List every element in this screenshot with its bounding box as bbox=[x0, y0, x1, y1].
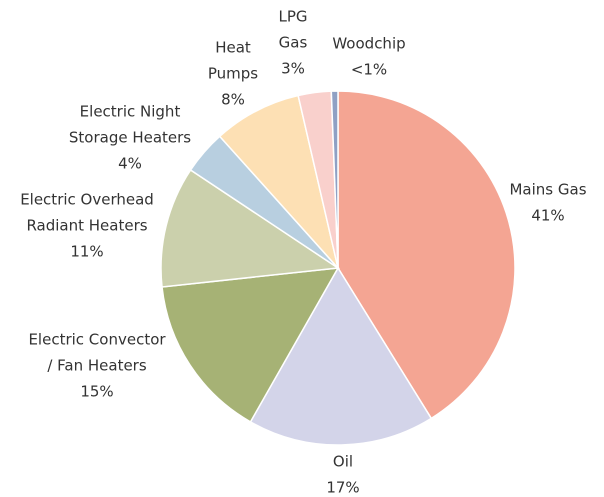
slice-label: Electric Overhead bbox=[20, 191, 154, 209]
pie-slice bbox=[337, 90, 516, 420]
slice-label: Electric Convector bbox=[28, 331, 166, 349]
value-label: 41% bbox=[531, 207, 564, 225]
value-label: 3% bbox=[281, 60, 305, 78]
slice-label: Storage Heaters bbox=[69, 129, 191, 147]
value-label: 4% bbox=[118, 155, 142, 173]
slice-label: Electric Night bbox=[80, 103, 181, 121]
pie-slice bbox=[161, 267, 340, 423]
slice-label: Heat bbox=[215, 39, 251, 57]
value-label: 15% bbox=[80, 383, 113, 401]
slice-label: / Fan Heaters bbox=[47, 357, 147, 375]
slice-label: Pumps bbox=[208, 65, 258, 83]
slice-label: Radiant Heaters bbox=[26, 217, 147, 235]
pie-slice bbox=[160, 168, 341, 288]
value-label: 8% bbox=[221, 91, 245, 109]
value-label: <1% bbox=[351, 61, 387, 79]
pie-slice bbox=[218, 94, 339, 269]
slice-label: Woodchip bbox=[332, 35, 405, 53]
pie-slice bbox=[330, 90, 339, 269]
slice-label: Mains Gas bbox=[509, 181, 586, 199]
slice-label: Oil bbox=[333, 453, 353, 471]
value-label: 11% bbox=[70, 243, 103, 261]
slice-label: Gas bbox=[279, 34, 308, 52]
pie-slice bbox=[249, 266, 433, 446]
value-label: 17% bbox=[326, 479, 359, 497]
slice-label: LPG bbox=[278, 8, 307, 26]
